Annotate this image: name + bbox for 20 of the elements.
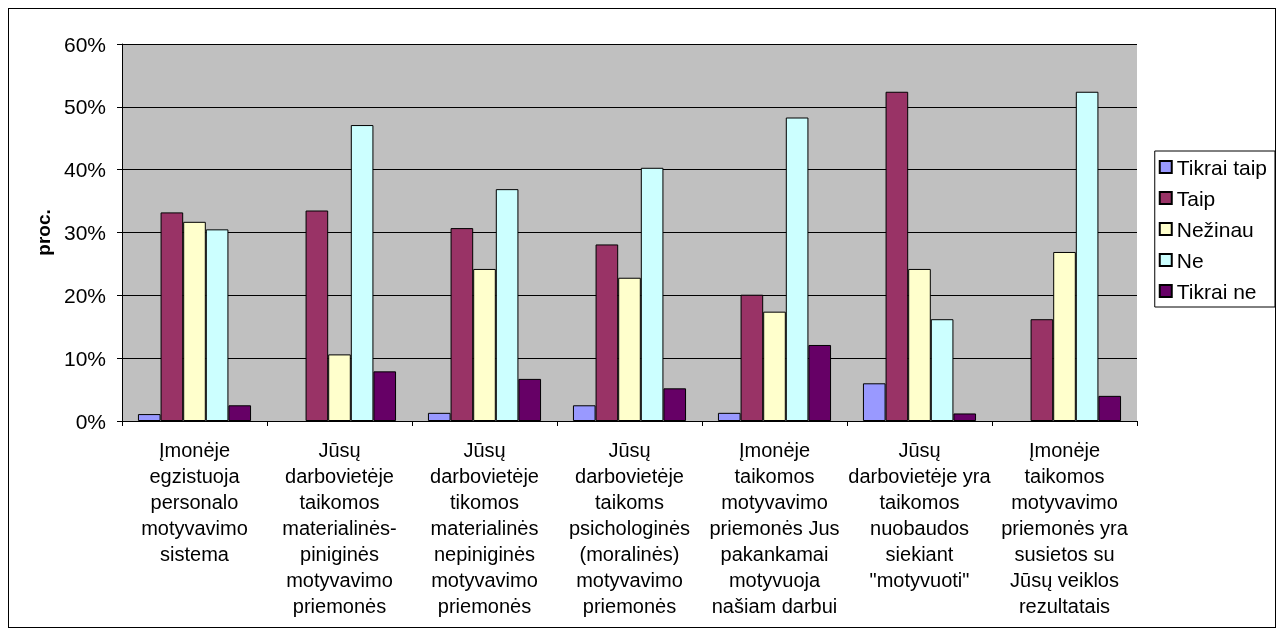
y-tick-label: 20% [63, 283, 106, 307]
legend-label: Taip [1176, 186, 1216, 210]
y-tick-label: 10% [63, 346, 106, 370]
x-tick-label: Jūsų darbovietėje taikomos materialinės-piniginės motyvavimo priemonės [282, 439, 397, 617]
x-tick-label: Įmonėje taikomos motyvavimo priemonės Jus pakankamai motyvuoja našiam darbui [709, 439, 840, 617]
legend-label: Tikrai taip [1176, 155, 1268, 179]
y-tick-label: 40% [63, 158, 106, 182]
legend-label: Nežinau [1176, 217, 1254, 241]
x-tick-label: Įmonėje taikomos motyvavimo priemonės yra susietos su Jūsų veiklos rezultatais [1001, 439, 1129, 617]
x-tick-label: Jūsų darbovietėje tikomos materialinės nepiniginės motyvavimo priemonės [430, 439, 539, 617]
legend-label: Ne [1176, 248, 1204, 272]
legend-label: Tikrai ne [1176, 279, 1257, 303]
y-tick-label: 60% [63, 32, 106, 56]
y-tick-label: 30% [63, 221, 106, 244]
x-tick-label: Įmonėje egzistuoja personalo motyvavimo sistema [141, 439, 248, 565]
y-tick-label: 50% [63, 95, 106, 119]
x-tick-label: Jūsų darbovietėje taikoms psichologinės (moralinės) motyvavimo priemonės [568, 439, 691, 617]
x-tick-label: Jūsų darbovietėje yra taikomos nuobaudos siekiant "motyvuoti" [848, 439, 992, 591]
y-axis-title: proc. [33, 209, 55, 256]
y-tick-label: 0% [75, 409, 106, 433]
